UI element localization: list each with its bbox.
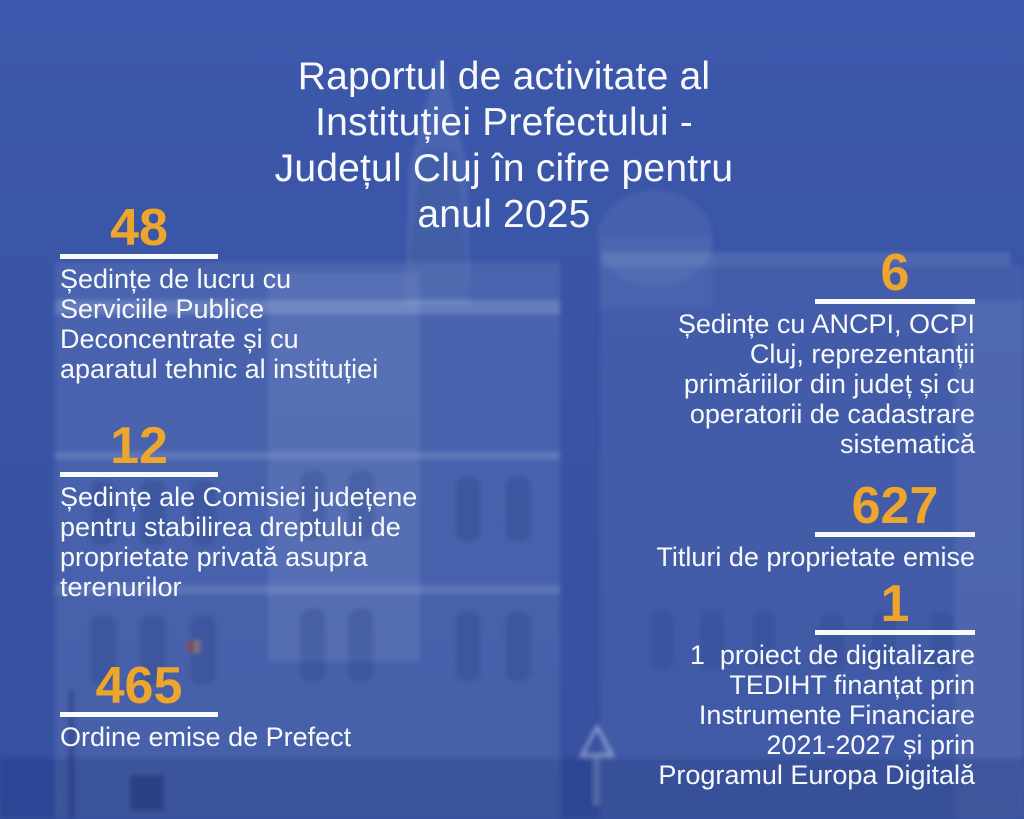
stat-sedinte-ancpi: 6 Ședințe cu ANCPI, OCPI Cluj, reprezent… xyxy=(535,244,975,459)
stat-underline xyxy=(60,712,218,717)
stat-ordine-prefect: 465 Ordine emise de Prefect xyxy=(60,657,540,752)
stat-value: 627 xyxy=(851,477,939,535)
stat-label: Ședințe ale Comisiei județene pentru sta… xyxy=(60,482,418,602)
stat-underline xyxy=(815,532,975,537)
stat-underline xyxy=(815,299,975,304)
stat-value: 12 xyxy=(110,417,168,475)
stat-label: Ședințe de lucru cu Serviciile Publice D… xyxy=(60,264,379,384)
stat-label: Ordine emise de Prefect xyxy=(60,722,352,752)
stat-label: Ședințe cu ANCPI, OCPI Cluj, reprezentan… xyxy=(677,309,975,459)
stat-value: 6 xyxy=(880,244,910,302)
stat-label: 1 proiect de digitalizare TEDIHT finanța… xyxy=(658,640,975,790)
stat-proiect-digitalizare: 1 1 proiect de digitalizare TEDIHT finan… xyxy=(535,575,975,790)
stat-comisie-judeteana: 12 Ședințe ale Comisiei județene pentru … xyxy=(60,417,540,602)
page-title: Raportul de activitate al Instituției Pr… xyxy=(274,55,734,236)
stat-value: 48 xyxy=(110,199,168,257)
stat-underline xyxy=(60,254,218,259)
stat-value: 1 xyxy=(880,575,910,633)
stat-underline xyxy=(815,630,975,635)
stat-underline xyxy=(60,472,218,477)
stat-label: Titluri de proprietate emise xyxy=(656,542,975,572)
stat-value: 465 xyxy=(95,657,183,715)
stat-sedinte-lucru: 48 Ședințe de lucru cu Serviciile Public… xyxy=(60,199,540,384)
stat-titluri-proprietate: 627 Titluri de proprietate emise xyxy=(535,477,975,572)
